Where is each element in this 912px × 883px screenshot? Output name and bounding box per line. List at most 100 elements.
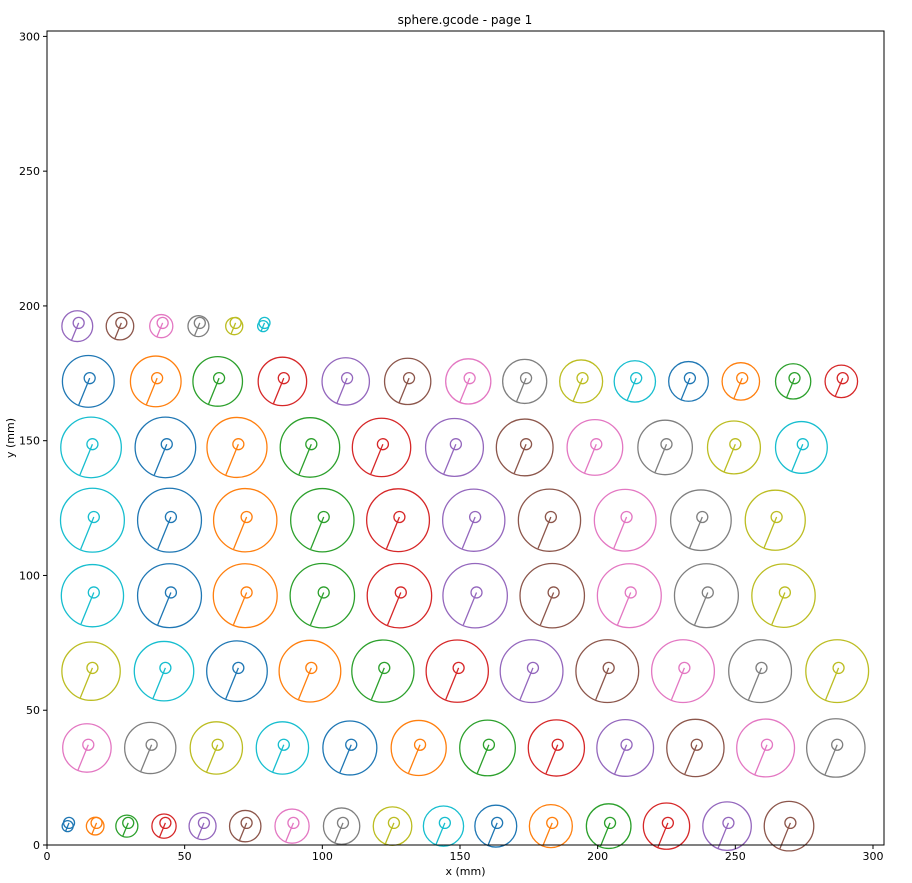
- spiral-marker: [123, 721, 177, 775]
- inner-circle: [755, 661, 768, 675]
- spiral-marker: [115, 814, 139, 838]
- y-tick-label: 250: [19, 165, 40, 178]
- inner-circle: [159, 661, 172, 675]
- travel-line: [613, 516, 628, 549]
- outer-circle: [61, 310, 94, 343]
- inner-circle: [393, 510, 406, 524]
- outer-circle: [134, 416, 197, 479]
- spiral-marker: [519, 562, 586, 629]
- inner-circle: [86, 661, 99, 675]
- outer-circle: [279, 417, 341, 478]
- outer-circle: [257, 356, 308, 407]
- travel-line: [232, 592, 248, 625]
- inner-circle: [519, 438, 533, 451]
- spiral-marker: [206, 416, 268, 479]
- outer-circle: [517, 488, 582, 552]
- outer-circle: [206, 416, 268, 479]
- inner-circle: [159, 816, 172, 830]
- spiral-marker: [668, 360, 709, 402]
- travel-line: [542, 822, 553, 846]
- inner-circle: [87, 510, 100, 524]
- inner-circle: [160, 438, 173, 451]
- travel-line: [599, 822, 611, 847]
- outer-circle: [123, 721, 177, 775]
- spiral-marker: [60, 563, 125, 628]
- inner-circle: [836, 372, 849, 385]
- outer-circle: [706, 420, 762, 475]
- outer-circle: [673, 563, 740, 629]
- inner-circle: [630, 372, 643, 385]
- travel-line: [684, 744, 698, 775]
- y-tick-label: 300: [19, 30, 40, 43]
- spiral-marker: [445, 358, 492, 405]
- outer-circle: [61, 641, 121, 701]
- travel-line: [285, 822, 295, 842]
- y-axis-label: y (mm): [4, 418, 17, 458]
- outer-circle: [642, 802, 691, 850]
- outer-circle: [763, 800, 815, 852]
- spiral-marker: [279, 417, 341, 478]
- spiral-marker: [744, 489, 806, 551]
- travel-line: [834, 377, 844, 397]
- inner-circle: [394, 586, 407, 599]
- spiral-marker: [351, 417, 412, 478]
- travel-line: [513, 443, 527, 474]
- travel-line: [779, 822, 791, 849]
- outer-circle: [322, 807, 361, 845]
- x-tick-label: 300: [862, 850, 883, 863]
- x-tick-label: 0: [44, 850, 51, 863]
- spiral-marker: [502, 358, 548, 405]
- travel-line: [537, 516, 552, 549]
- inner-circle: [317, 510, 330, 524]
- spiral-marker: [257, 356, 308, 407]
- travel-line: [435, 822, 446, 845]
- inner-circle: [258, 316, 271, 330]
- spiral-marker: [62, 723, 112, 773]
- spiral-marker: [60, 416, 122, 479]
- travel-line: [193, 322, 201, 336]
- outer-circle: [650, 639, 716, 704]
- outer-circle: [192, 355, 244, 407]
- outer-circle: [351, 639, 415, 703]
- travel-line: [539, 592, 555, 626]
- travel-line: [398, 377, 410, 403]
- inner-circle: [240, 510, 253, 524]
- outer-circle: [351, 417, 412, 478]
- inner-circle: [452, 661, 465, 675]
- spiral-marker: [61, 816, 76, 833]
- spiral-marker: [61, 310, 94, 343]
- inner-circle: [482, 738, 496, 751]
- chart-title: sphere.gcode - page 1: [398, 13, 533, 27]
- outer-circle: [774, 363, 812, 400]
- x-tick-label: 150: [449, 850, 470, 863]
- spiral-marker: [149, 313, 174, 339]
- travel-line: [584, 443, 597, 473]
- inner-circle: [526, 661, 540, 675]
- inner-circle: [678, 661, 691, 675]
- inner-circle: [317, 586, 330, 599]
- travel-line: [260, 322, 266, 332]
- outer-circle: [442, 562, 509, 629]
- plot-frame: [46, 30, 885, 846]
- outer-circle: [188, 811, 217, 841]
- inner-circle: [624, 586, 637, 599]
- inner-circle: [402, 372, 416, 385]
- spiral-marker: [322, 807, 361, 845]
- inner-circle: [115, 316, 128, 330]
- inner-circle: [760, 738, 774, 751]
- inner-circle: [277, 738, 290, 751]
- travel-line: [689, 516, 703, 549]
- outer-circle: [744, 489, 806, 551]
- spiral-marker: [136, 487, 203, 553]
- spiral-marker: [422, 805, 465, 847]
- inner-circle: [240, 816, 253, 830]
- spiral-marker: [290, 487, 355, 553]
- x-tick-label: 200: [587, 850, 608, 863]
- travel-line: [476, 744, 490, 774]
- inner-circle: [438, 816, 452, 830]
- spiral-marker: [666, 718, 725, 778]
- travel-line: [238, 822, 248, 841]
- axes: 0 50 100 150 200 250 300 0 50 100 150 200 250 300: [19, 30, 883, 863]
- outer-circle: [255, 721, 310, 775]
- outer-circle: [575, 639, 640, 704]
